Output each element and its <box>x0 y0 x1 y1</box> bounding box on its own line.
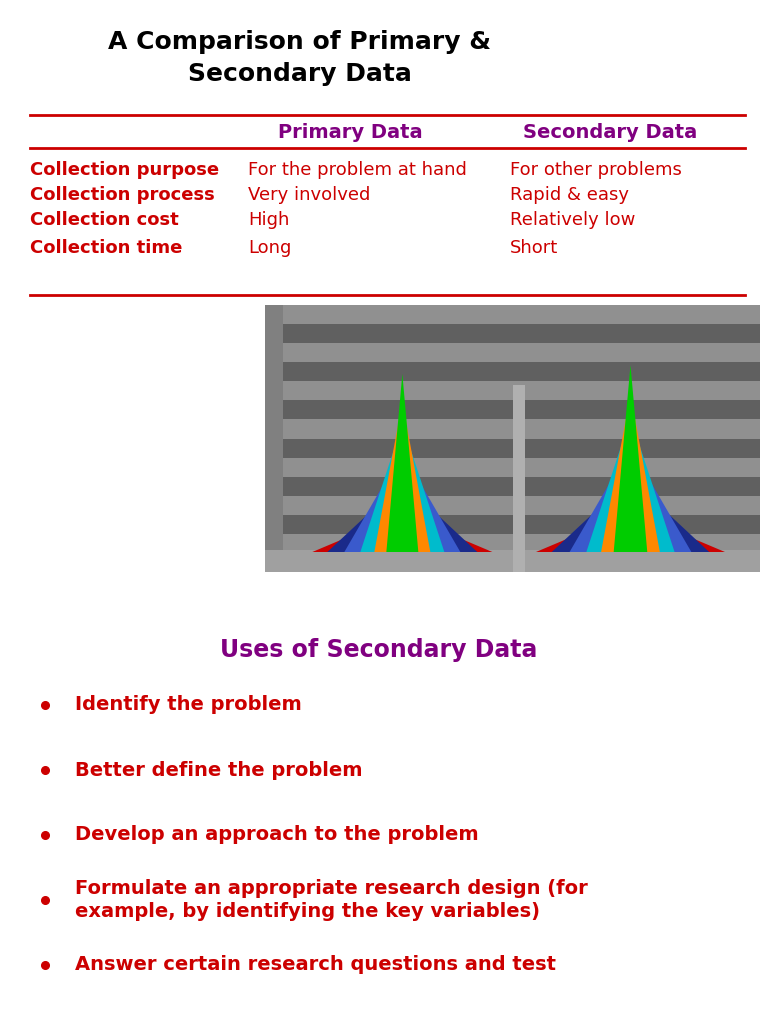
Polygon shape <box>601 394 660 552</box>
Bar <box>265 362 760 381</box>
Text: Collection time: Collection time <box>30 239 182 257</box>
Bar <box>265 305 760 324</box>
Text: Secondary Data: Secondary Data <box>523 124 697 142</box>
Polygon shape <box>374 402 430 552</box>
Text: Rapid & easy: Rapid & easy <box>510 186 629 204</box>
Bar <box>265 515 760 534</box>
Polygon shape <box>360 424 445 552</box>
Bar <box>265 496 760 515</box>
Polygon shape <box>386 374 419 552</box>
Text: Develop an approach to the problem: Develop an approach to the problem <box>75 825 478 845</box>
Bar <box>265 324 760 343</box>
Bar <box>265 305 760 572</box>
Text: For the problem at hand: For the problem at hand <box>248 161 467 179</box>
Polygon shape <box>551 478 709 552</box>
Text: Answer certain research questions and test: Answer certain research questions and te… <box>75 955 556 975</box>
Text: Collection purpose: Collection purpose <box>30 161 219 179</box>
Text: For other problems: For other problems <box>510 161 682 179</box>
Bar <box>265 438 760 458</box>
Text: Collection cost: Collection cost <box>30 211 179 229</box>
Text: Very involved: Very involved <box>248 186 370 204</box>
Bar <box>265 553 760 572</box>
Polygon shape <box>587 418 674 552</box>
Bar <box>265 534 760 553</box>
Bar <box>265 381 760 400</box>
Polygon shape <box>313 514 492 552</box>
Text: Identify the problem: Identify the problem <box>75 695 302 715</box>
Text: Collection process: Collection process <box>30 186 215 204</box>
Text: Relatively low: Relatively low <box>510 211 635 229</box>
Text: Short: Short <box>510 239 558 257</box>
Text: A Comparison of Primary &
Secondary Data: A Comparison of Primary & Secondary Data <box>108 30 492 86</box>
Bar <box>265 305 283 572</box>
Text: Long: Long <box>248 239 291 257</box>
Polygon shape <box>327 482 478 552</box>
Bar <box>265 400 760 420</box>
Text: Better define the problem: Better define the problem <box>75 761 362 779</box>
Bar <box>265 343 760 362</box>
Text: Primary Data: Primary Data <box>278 124 422 142</box>
Bar <box>265 420 760 438</box>
Polygon shape <box>536 512 725 552</box>
Bar <box>265 550 760 572</box>
Bar <box>265 458 760 476</box>
Polygon shape <box>344 452 460 552</box>
Polygon shape <box>570 447 691 552</box>
Text: Uses of Secondary Data: Uses of Secondary Data <box>220 638 538 662</box>
Text: Formulate an appropriate research design (for
example, by identifying the key va: Formulate an appropriate research design… <box>75 879 588 922</box>
Bar <box>265 476 760 496</box>
Polygon shape <box>614 366 647 552</box>
Bar <box>512 385 525 572</box>
Text: High: High <box>248 211 290 229</box>
